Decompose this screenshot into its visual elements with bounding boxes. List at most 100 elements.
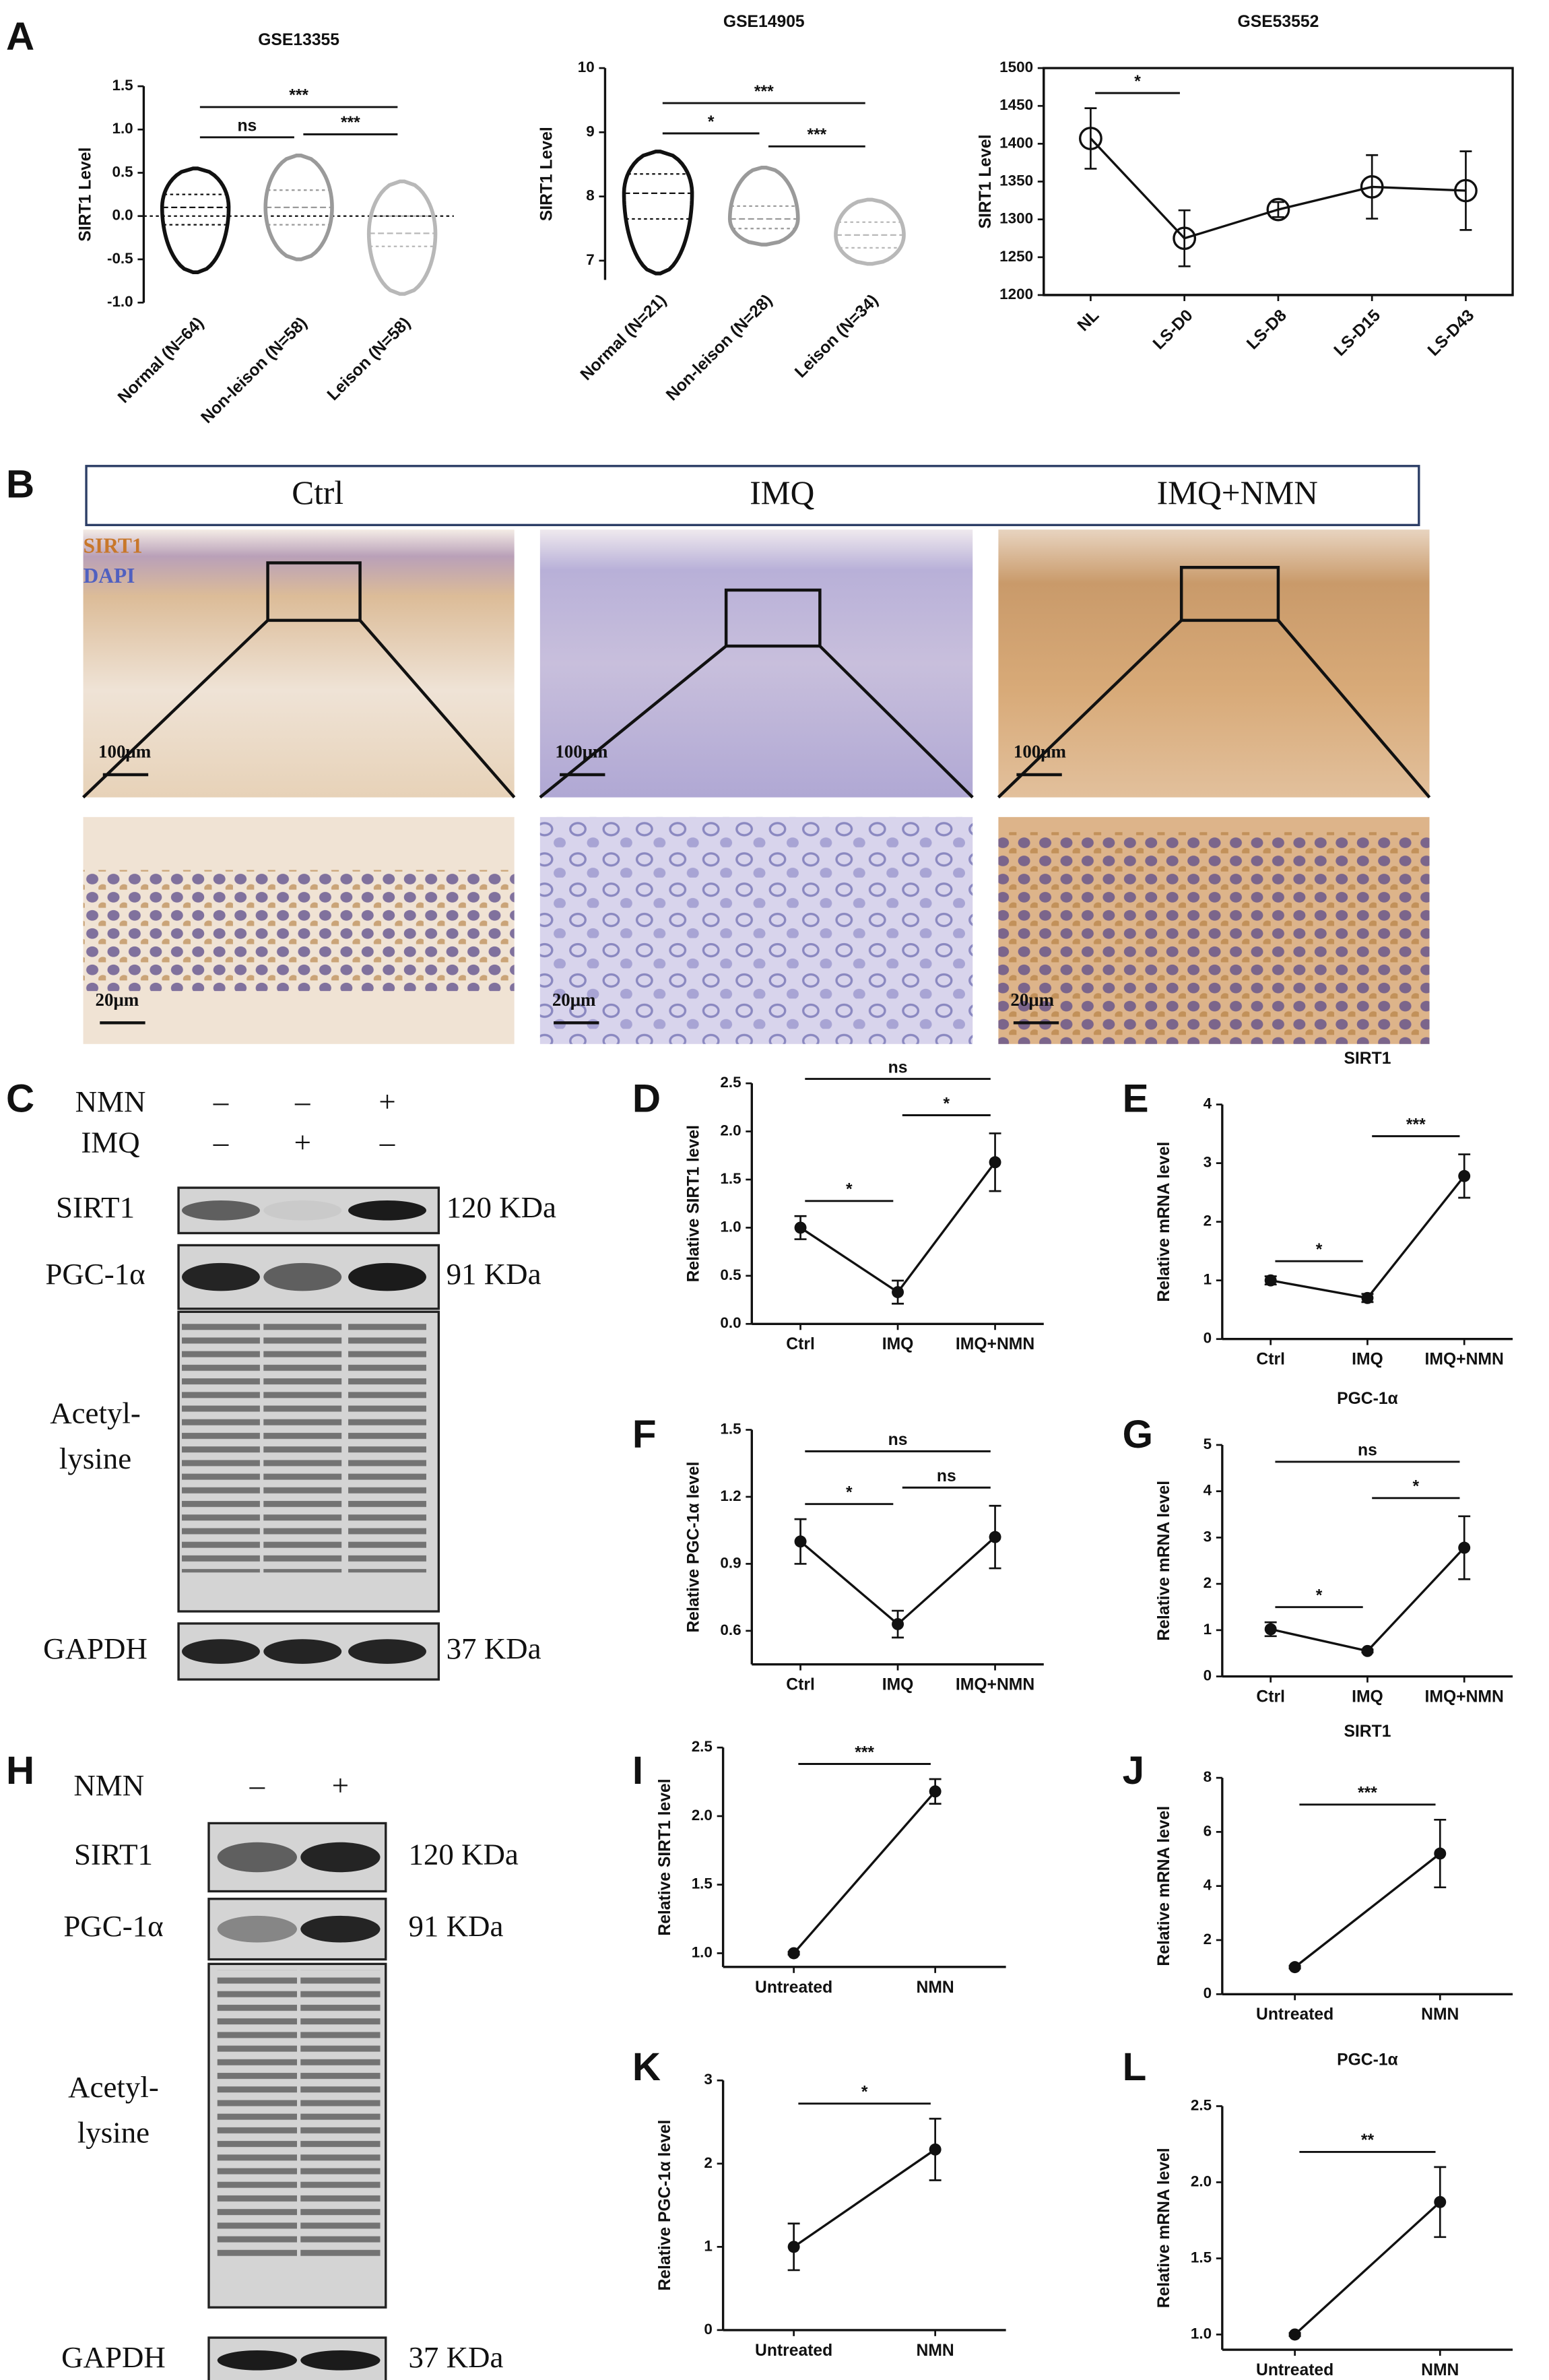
y-tick-label: 1.0 xyxy=(720,1218,741,1235)
y-tick-label: 1.2 xyxy=(720,1487,741,1504)
histology-image xyxy=(83,529,515,798)
zoom-nuclei xyxy=(998,832,1430,1044)
panel-letter: E xyxy=(1123,1077,1149,1121)
significance-label: *** xyxy=(1358,1784,1377,1803)
column-label: IMQ+NMN xyxy=(1157,474,1318,511)
x-tick-label: NL xyxy=(1074,307,1102,335)
x-tick-label: IMQ xyxy=(1352,1688,1383,1706)
y-tick-label: 2.0 xyxy=(692,1807,713,1824)
y-tick-label: 1500 xyxy=(999,59,1033,75)
panel-letter: I xyxy=(632,1749,643,1793)
panel-letter: F xyxy=(632,1413,657,1456)
point xyxy=(929,1785,942,1798)
point xyxy=(929,2143,942,2156)
blot-band xyxy=(263,1200,342,1221)
line xyxy=(1270,1175,1465,1299)
point xyxy=(1079,127,1102,150)
violin xyxy=(622,150,694,276)
y-tick-label: 0 xyxy=(1204,1985,1212,2001)
violin xyxy=(366,179,438,296)
line xyxy=(793,1791,936,1954)
y-tick-label: 4 xyxy=(1204,1877,1212,1894)
zoom-nuclei xyxy=(83,870,515,992)
x-tick-label: LS-D8 xyxy=(1243,307,1290,354)
y-axis-label: Relative SIRT1 level xyxy=(684,1125,702,1282)
blot-smear xyxy=(348,1318,426,1573)
treatment-sign: + xyxy=(332,1768,349,1802)
y-tick-label: -1.0 xyxy=(107,293,133,310)
size-label: 91 KDa xyxy=(447,1257,541,1291)
row-label: SIRT1 xyxy=(74,1837,153,1871)
x-tick-label: NMN xyxy=(1421,2005,1459,2024)
x-tick-label: IMQ+NMN xyxy=(956,1335,1034,1353)
significance-label: * xyxy=(943,1095,950,1113)
panel-letter: L xyxy=(1123,2045,1147,2089)
significance-label: * xyxy=(1316,1587,1323,1605)
significance-label: ns xyxy=(237,117,257,135)
y-tick-label: 0.5 xyxy=(720,1266,741,1283)
blot-band xyxy=(182,1200,260,1221)
point xyxy=(1173,226,1197,251)
row-label: SIRT1 xyxy=(56,1190,135,1224)
zoom-nuclei xyxy=(539,816,973,1044)
significance-label: ** xyxy=(1361,2131,1375,2150)
y-axis-label: SIRT1 Level xyxy=(538,127,556,221)
size-label: 91 KDa xyxy=(408,1909,503,1943)
blot-band xyxy=(348,1200,426,1221)
y-tick-label: 1350 xyxy=(999,172,1033,189)
point xyxy=(794,1535,807,1548)
x-tick-label: LS-D43 xyxy=(1424,307,1478,360)
y-tick-label: 8 xyxy=(586,187,595,204)
chart-title: PGC-1α xyxy=(1337,2051,1398,2069)
y-axis-label: SIRT1 Level xyxy=(77,148,95,242)
header-box xyxy=(85,465,1420,527)
x-tick-label: Untreated xyxy=(755,1979,832,1997)
point xyxy=(989,1156,1001,1169)
scale-label: 100μm xyxy=(98,742,151,762)
y-tick-label: 4 xyxy=(1204,1095,1212,1112)
x-tick-label: IMQ xyxy=(882,1335,914,1353)
significance-label: * xyxy=(1316,1241,1323,1259)
y-tick-label: 4 xyxy=(1204,1482,1212,1499)
line xyxy=(799,1161,996,1294)
point xyxy=(892,1617,904,1630)
y-tick-label: 1200 xyxy=(999,286,1033,302)
point xyxy=(1434,2195,1447,2208)
treatment-sign: – xyxy=(294,1085,310,1118)
row-label: PGC-1α xyxy=(63,1909,163,1943)
x-tick-label: Untreated xyxy=(755,2342,832,2360)
row-label: GAPDH xyxy=(61,2340,166,2374)
x-tick-label: Ctrl xyxy=(1256,1351,1285,1369)
y-tick-label: 0 xyxy=(1204,1330,1212,1347)
x-tick-label: LS-D0 xyxy=(1150,307,1197,354)
treatment-label: IMQ xyxy=(81,1126,139,1159)
scale-label: 20μm xyxy=(96,990,139,1010)
point xyxy=(1454,179,1478,203)
y-tick-label: 1 xyxy=(1204,1621,1212,1638)
point xyxy=(1434,1847,1447,1860)
error-bar xyxy=(1084,107,1097,170)
line xyxy=(1270,1547,1465,1652)
x-tick-label: NMN xyxy=(1421,2361,1459,2379)
blot-smear xyxy=(182,1318,260,1573)
significance-label: * xyxy=(846,1181,853,1199)
significance-label: * xyxy=(708,113,715,131)
x-tick-label: IMQ+NMN xyxy=(1425,1351,1504,1369)
y-tick-label: 0 xyxy=(1204,1667,1212,1684)
violin xyxy=(160,166,231,275)
y-tick-label: 5 xyxy=(1204,1436,1212,1452)
y-tick-label: 3 xyxy=(1204,1154,1212,1171)
y-tick-label: 1.5 xyxy=(112,77,133,94)
chart-title: SIRT1 xyxy=(1344,1050,1391,1068)
point xyxy=(1264,1623,1277,1636)
point xyxy=(787,2241,800,2253)
treatment-sign: + xyxy=(294,1126,311,1159)
row-label: Acetyl- xyxy=(50,1396,141,1430)
point xyxy=(1361,1644,1374,1657)
scale-label: 100μm xyxy=(555,742,607,762)
y-tick-label: 1 xyxy=(704,2237,713,2254)
x-tick-label: Ctrl xyxy=(786,1676,815,1694)
zoom-indicators xyxy=(82,561,1431,1025)
y-tick-label: 2.5 xyxy=(1191,2096,1212,2113)
